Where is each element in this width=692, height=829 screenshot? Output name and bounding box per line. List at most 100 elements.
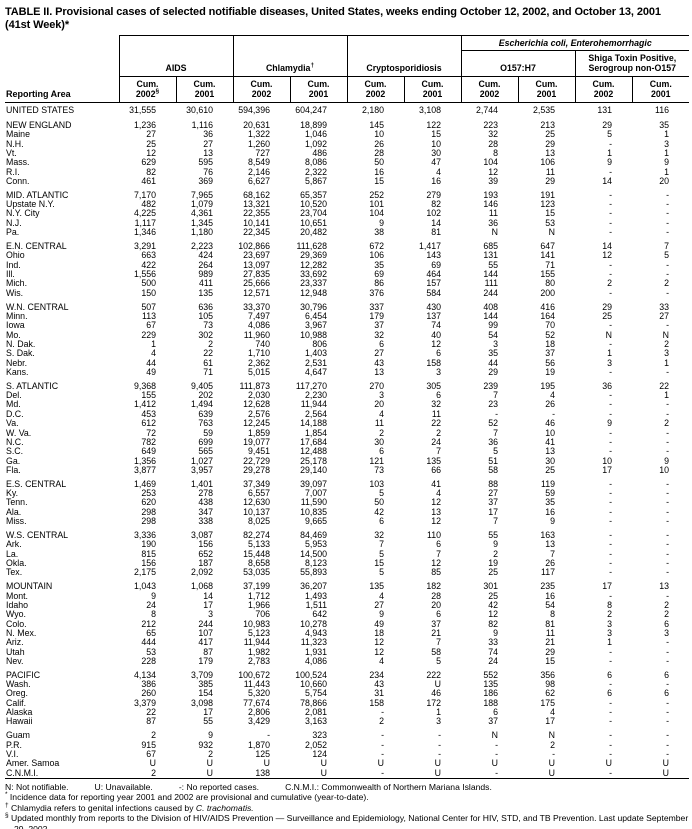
value-cell: 21 xyxy=(431,628,441,638)
area-cell: S. ATLANTIC xyxy=(6,381,59,391)
value-cell: - xyxy=(666,428,670,438)
value-cell: 1 xyxy=(151,339,156,349)
value-cell: 5 xyxy=(379,568,384,578)
value-cell: 4 xyxy=(550,391,555,401)
table-row: C.N.M.I. 2 U 138 U - U - U - U xyxy=(5,769,689,779)
value-cell: 301 xyxy=(483,582,498,592)
value-cell: 2,535 xyxy=(532,105,555,115)
value-cell: 815 xyxy=(141,549,156,559)
value-cell: 12,628 xyxy=(243,400,270,410)
value-cell: 5,754 xyxy=(304,689,327,699)
value-cell: 38 xyxy=(374,228,384,238)
value-cell: 116 xyxy=(655,105,670,115)
value-cell: 1,511 xyxy=(305,600,327,610)
value-cell: N xyxy=(548,731,555,741)
value-cell: - xyxy=(609,708,612,718)
value-cell: 25,178 xyxy=(300,456,327,466)
value-cell: 4,647 xyxy=(304,367,327,377)
value-cell: 33 xyxy=(488,638,498,648)
value-cell: 12 xyxy=(431,498,441,508)
table-row: S. ATLANTIC 9,368 9,405 111,873 117,270 270 30… xyxy=(5,382,689,391)
dagger-marker: † xyxy=(5,801,9,809)
value-cell: - xyxy=(666,190,670,200)
value-cell: 584 xyxy=(426,288,441,298)
area-cell: Guam xyxy=(6,731,30,741)
value-cell: 35 xyxy=(659,120,670,130)
value-cell: 32 xyxy=(431,400,441,410)
value-cell: 2,175 xyxy=(133,568,156,578)
value-cell: 23,697 xyxy=(243,251,270,261)
value-cell: 29 xyxy=(545,176,555,186)
value-cell: 27,835 xyxy=(243,270,270,279)
value-cell: 2,744 xyxy=(475,105,498,115)
value-cell: 32 xyxy=(374,330,384,340)
value-cell: 5,123 xyxy=(247,628,270,638)
value-cell: - xyxy=(666,517,670,527)
value-cell: 67 xyxy=(146,750,156,759)
area-cell: Hawaii xyxy=(6,717,33,727)
value-cell: 44 xyxy=(146,358,156,368)
area-cell: Ind. xyxy=(6,260,21,270)
value-cell: 141 xyxy=(540,251,555,261)
value-cell: 1,027 xyxy=(190,456,213,466)
value-cell: 8,025 xyxy=(247,517,270,527)
value-cell: 11 xyxy=(488,209,498,219)
value-cell: - xyxy=(666,228,670,238)
value-cell: 252 xyxy=(369,190,384,200)
table-row: Ga. 1,356 1,027 22,729 25,178 121 135 51 30 10 9 xyxy=(5,457,689,466)
value-cell: 5 xyxy=(493,447,498,457)
value-cell: 43 xyxy=(374,358,384,368)
value-cell: - xyxy=(609,647,612,657)
legend-line: N: Not notifiable. U: Unavailable. -: No r… xyxy=(5,782,689,792)
value-cell: - xyxy=(609,447,612,457)
value-cell: 113 xyxy=(141,311,156,321)
value-cell: 20,631 xyxy=(243,120,270,130)
area-cell: Iowa xyxy=(6,321,25,331)
value-cell: 29 xyxy=(602,302,612,312)
area-cell: Conn. xyxy=(6,176,30,186)
value-cell: - xyxy=(609,400,612,410)
cum-header: Cum. 2002 xyxy=(346,76,404,103)
table-body: UNITED STATES 31,555 30,610 594,396 604,247 2… xyxy=(5,103,689,779)
value-cell: - xyxy=(609,391,612,401)
value-cell: 9 xyxy=(607,419,612,429)
value-cell: 639 xyxy=(198,409,213,419)
value-cell: 253 xyxy=(141,489,156,499)
value-cell: 73 xyxy=(374,465,384,475)
value-cell: 727 xyxy=(255,148,270,158)
value-cell: 23 xyxy=(488,400,498,410)
value-cell: 8 xyxy=(550,610,555,620)
value-cell: 3,291 xyxy=(133,241,156,251)
value-cell: 4,086 xyxy=(247,321,270,331)
value-cell: 1,870 xyxy=(247,740,270,750)
value-cell: - xyxy=(666,549,670,559)
value-cell: 41 xyxy=(431,479,441,489)
value-cell: 6 xyxy=(664,670,670,680)
value-cell: - xyxy=(609,288,612,298)
area-cell: Ariz. xyxy=(6,638,24,648)
value-cell: 565 xyxy=(198,447,213,457)
value-cell: 6 xyxy=(664,619,670,629)
value-cell: 9 xyxy=(607,158,612,168)
value-cell: 7,007 xyxy=(304,489,327,499)
value-cell: U xyxy=(377,759,384,769)
value-cell: 7 xyxy=(493,428,498,438)
value-cell: 50 xyxy=(374,158,384,168)
value-cell: 55,893 xyxy=(300,568,327,578)
value-cell: 5,133 xyxy=(247,540,270,550)
value-cell: 6 xyxy=(436,349,441,359)
value-cell: 652 xyxy=(198,549,213,559)
chlamydia-footnote-marker: † xyxy=(310,62,315,70)
value-cell: U xyxy=(548,759,555,769)
value-cell: - xyxy=(609,228,612,238)
area-cell: Idaho xyxy=(6,600,29,610)
value-cell: 131 xyxy=(597,105,612,115)
value-cell: - xyxy=(609,437,612,447)
value-cell: - xyxy=(609,507,612,517)
table-row: Ill. 1,556 989 27,835 33,692 69 464 144 155 - - xyxy=(5,270,689,279)
table-row: Guam 2 9 - 323 - - N N - - xyxy=(5,731,689,740)
value-cell: - xyxy=(666,750,670,759)
value-cell: 2 xyxy=(607,610,612,620)
value-cell: 12 xyxy=(146,148,156,158)
footnotes: N: Not notifiable. U: Unavailable. -: No r… xyxy=(5,782,689,829)
